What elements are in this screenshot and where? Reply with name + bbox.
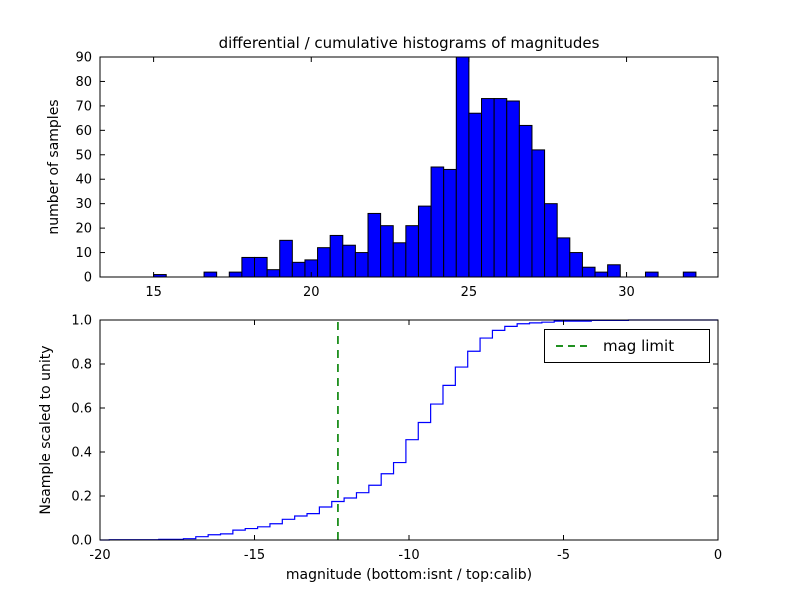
histogram-bar bbox=[241, 256, 256, 278]
x-tick-label: 0 bbox=[714, 548, 722, 563]
histogram-bar bbox=[607, 264, 621, 278]
histogram-bar bbox=[254, 256, 268, 278]
histogram-bar bbox=[455, 56, 470, 278]
x-tick-label: 15 bbox=[145, 285, 162, 300]
x-tick-label: -20 bbox=[89, 548, 110, 563]
histogram-bar bbox=[556, 237, 571, 278]
y-tick-label: 0.6 bbox=[71, 402, 92, 417]
histogram-bar bbox=[468, 112, 483, 278]
top-y-axis-label: number of samples bbox=[46, 99, 62, 235]
chart-title: differential / cumulative histograms of … bbox=[218, 34, 600, 52]
bottom-y-axis-label: Nsample scaled to unity bbox=[38, 345, 54, 515]
x-tick-label: 30 bbox=[618, 285, 635, 300]
histogram-bar bbox=[291, 261, 306, 278]
y-tick-label: 0.0 bbox=[71, 534, 92, 549]
histogram-bar bbox=[443, 168, 457, 278]
y-tick-label: 0 bbox=[84, 271, 92, 286]
legend: mag limit bbox=[544, 329, 710, 363]
axes-frame bbox=[99, 56, 719, 278]
histogram-bar bbox=[417, 205, 432, 278]
y-tick-label: 10 bbox=[75, 246, 92, 261]
histogram-bar bbox=[569, 252, 583, 278]
y-tick-label: 1.0 bbox=[71, 314, 92, 329]
y-tick-label: 30 bbox=[75, 197, 92, 212]
x-tick-label: -5 bbox=[557, 548, 570, 563]
histogram-bar bbox=[544, 203, 558, 278]
histogram-bar bbox=[266, 269, 281, 278]
histogram-bar bbox=[594, 271, 609, 278]
y-tick-label: 0.4 bbox=[71, 446, 92, 461]
y-tick-label: 60 bbox=[75, 124, 92, 139]
histogram-bar bbox=[203, 271, 218, 278]
histogram-bar bbox=[342, 244, 356, 278]
histogram-bar bbox=[279, 239, 293, 278]
cumulative-curve bbox=[100, 319, 718, 541]
y-tick-label: 40 bbox=[75, 173, 92, 188]
histogram-bar bbox=[354, 252, 369, 278]
histogram-bar bbox=[317, 247, 331, 278]
y-tick-label: 0.2 bbox=[71, 490, 92, 505]
histogram-bar bbox=[518, 124, 533, 278]
histogram-bar bbox=[380, 225, 394, 278]
histogram-bar bbox=[581, 266, 596, 278]
histogram-bar bbox=[430, 166, 445, 278]
histogram-bar bbox=[644, 271, 659, 278]
histogram-bar bbox=[228, 271, 243, 278]
histogram-bar bbox=[531, 149, 546, 278]
y-tick-label: 80 bbox=[75, 75, 92, 90]
x-tick-label: -15 bbox=[244, 548, 265, 563]
legend-label: mag limit bbox=[603, 337, 675, 355]
axes-frame bbox=[99, 319, 719, 541]
histogram-bar bbox=[329, 234, 344, 278]
y-tick-label: 0.8 bbox=[71, 358, 92, 373]
histogram-bar bbox=[367, 212, 382, 278]
x-tick-label: 20 bbox=[303, 285, 320, 300]
histogram-bar bbox=[493, 98, 508, 278]
histogram-bar bbox=[392, 242, 407, 278]
x-tick-label: 25 bbox=[461, 285, 478, 300]
y-tick-label: 90 bbox=[75, 51, 92, 66]
histogram-bar bbox=[405, 225, 419, 278]
histogram-bar bbox=[506, 100, 520, 278]
y-tick-label: 50 bbox=[75, 148, 92, 163]
legend-dashed-line-icon bbox=[556, 345, 590, 347]
y-tick-label: 70 bbox=[75, 99, 92, 114]
histogram-bar bbox=[682, 271, 697, 278]
bottom-x-axis-label: magnitude (bottom:isnt / top:calib) bbox=[285, 567, 533, 583]
histogram-bar bbox=[481, 98, 495, 278]
x-tick-label: -10 bbox=[398, 548, 419, 563]
y-tick-label: 20 bbox=[75, 222, 92, 237]
